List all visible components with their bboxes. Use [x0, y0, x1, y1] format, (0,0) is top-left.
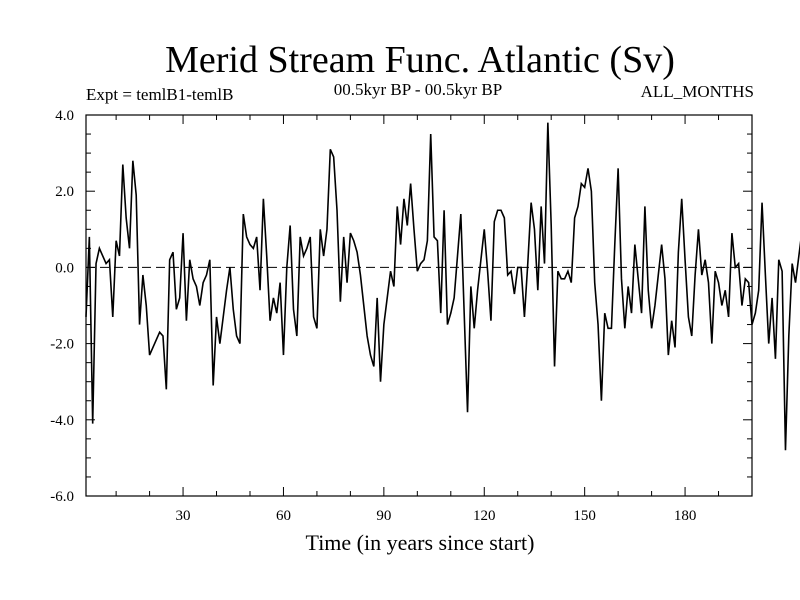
chart-title: Merid Stream Func. Atlantic (Sv) — [165, 39, 675, 81]
y-tick-label: -6.0 — [50, 489, 74, 505]
y-tick-label: 0.0 — [55, 260, 74, 276]
x-tick-label: 150 — [573, 508, 596, 524]
x-tick-label: 120 — [473, 508, 496, 524]
x-axis-label: Time (in years since start) — [306, 530, 535, 555]
y-tick-label: -4.0 — [50, 413, 74, 429]
y-tick-label: -2.0 — [50, 337, 74, 353]
months-label: ALL_MONTHS — [641, 82, 754, 101]
x-tick-label: 90 — [376, 508, 391, 524]
x-tick-label: 30 — [176, 508, 191, 524]
y-tick-label: 4.0 — [55, 108, 74, 124]
x-tick-label: 180 — [674, 508, 697, 524]
period-label: 00.5kyr BP - 00.5kyr BP — [334, 80, 502, 99]
y-tick-label: 2.0 — [55, 184, 74, 200]
series-line-0 — [85, 122, 800, 451]
experiment-label: Expt = temlB1-temlB — [86, 85, 233, 104]
plot-area: 4.0 2.0 0.0 -2.0 -4.0 -6.0 30 60 90 120 150 180 — [50, 108, 800, 524]
x-tick-label: 60 — [276, 508, 291, 524]
